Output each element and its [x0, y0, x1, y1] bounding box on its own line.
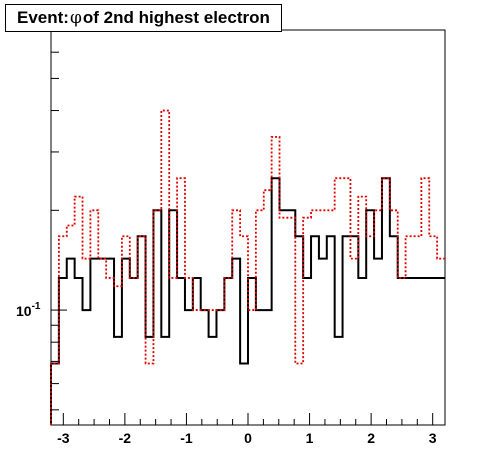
x-tick-label: 1 — [306, 430, 314, 446]
title-prefix: Event: — [17, 8, 69, 27]
histogram-series-dotted — [50, 109, 445, 425]
histogram-series-solid — [50, 177, 445, 425]
x-tick-label: 3 — [429, 430, 437, 446]
title-suffix: of 2nd highest electron — [82, 8, 270, 27]
y-tick-label: 10-1 — [16, 301, 41, 319]
x-tick-label: -3 — [57, 430, 70, 446]
plot-frame — [50, 29, 446, 426]
x-tick-label: -2 — [119, 430, 132, 446]
phi-symbol: φ — [69, 8, 82, 28]
x-tick-label: 0 — [244, 430, 252, 446]
x-tick-label: -1 — [180, 430, 193, 446]
chart-title: Event: φ of 2nd highest electron — [5, 4, 282, 32]
x-tick-label: 2 — [367, 430, 375, 446]
